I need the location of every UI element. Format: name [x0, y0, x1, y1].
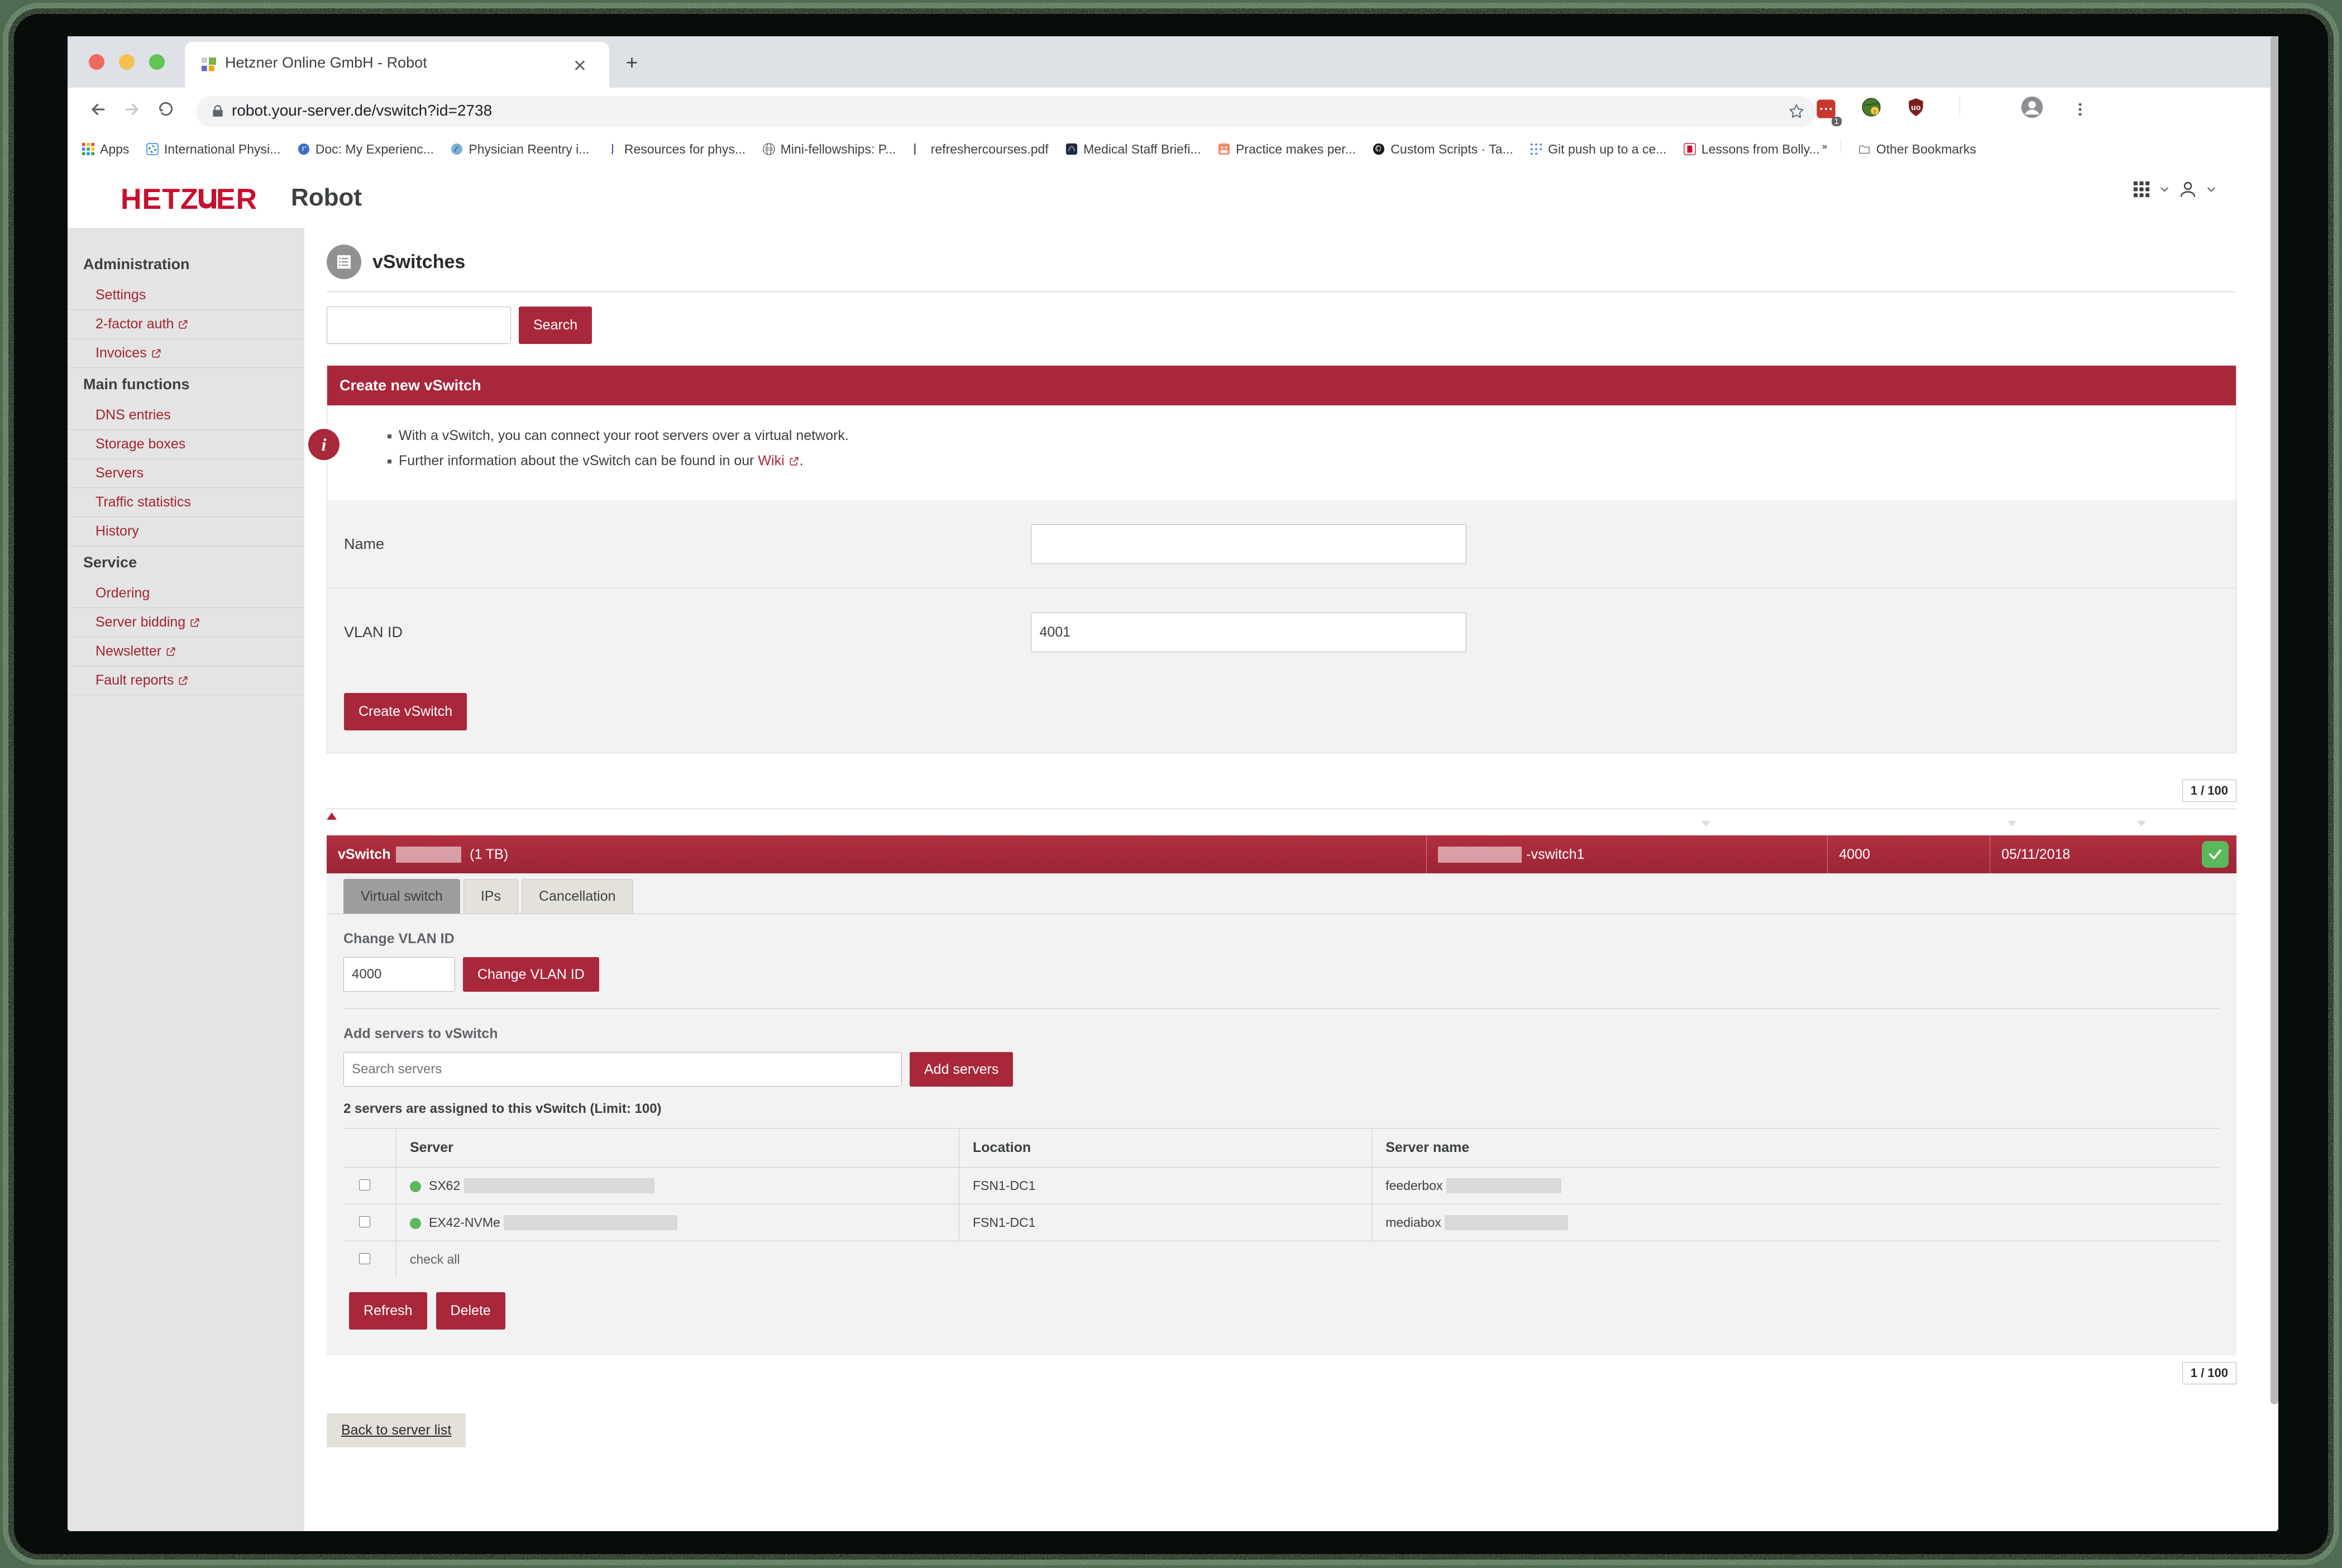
svg-text:uo: uo [1911, 103, 1921, 112]
svg-text:!: ! [1873, 109, 1876, 116]
